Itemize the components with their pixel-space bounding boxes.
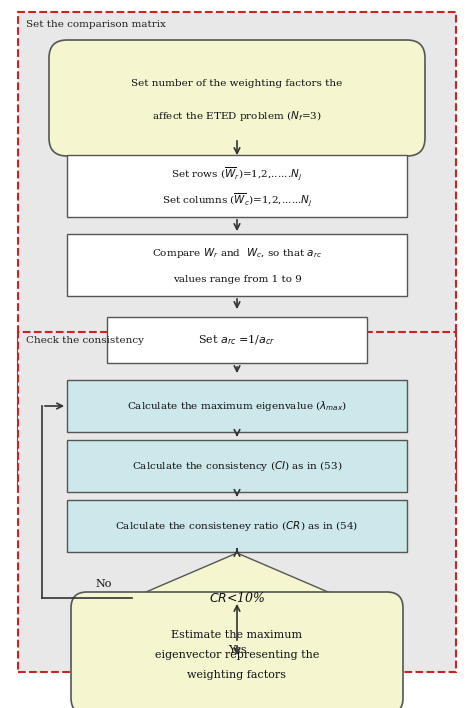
FancyBboxPatch shape [49, 40, 425, 156]
Text: Set rows ($\overline{W}_r$)=1,2,......$N_j$: Set rows ($\overline{W}_r$)=1,2,......$N… [172, 166, 302, 183]
FancyBboxPatch shape [18, 332, 456, 672]
Polygon shape [132, 553, 342, 643]
FancyBboxPatch shape [71, 592, 403, 708]
Text: affect the ETED problem ($N_f$=3): affect the ETED problem ($N_f$=3) [152, 109, 322, 123]
Text: Set $a_{rc}$ =1/$a_{cr}$: Set $a_{rc}$ =1/$a_{cr}$ [199, 333, 275, 347]
Text: Calculate the consisteney ratio ($CR$) as in (54): Calculate the consisteney ratio ($CR$) a… [116, 519, 358, 533]
Bar [107, 317, 367, 363]
Bar [67, 380, 407, 432]
Text: Set number of the weighting factors the: Set number of the weighting factors the [131, 79, 343, 88]
Text: Calculate the maximum eigenvalue ($\lambda_{max}$): Calculate the maximum eigenvalue ($\lamb… [127, 399, 347, 413]
Text: eigenvector representing the: eigenvector representing the [155, 650, 319, 660]
Text: values range from 1 to 9: values range from 1 to 9 [173, 275, 301, 283]
Text: Yes: Yes [228, 645, 246, 655]
Text: $CR$<10%: $CR$<10% [209, 591, 265, 605]
FancyBboxPatch shape [18, 12, 456, 490]
Text: Calculate the consistency ($CI$) as in (53): Calculate the consistency ($CI$) as in (… [132, 459, 342, 473]
Bar [67, 440, 407, 492]
Text: Compare $W_r$ and  $W_c$, so that $a_{rc}$: Compare $W_r$ and $W_c$, so that $a_{rc}… [152, 246, 322, 260]
Text: Set the comparison matrix: Set the comparison matrix [26, 20, 166, 29]
Text: No: No [96, 579, 112, 589]
Bar [67, 155, 407, 217]
Bar [67, 500, 407, 552]
Text: weighting factors: weighting factors [188, 670, 286, 680]
Text: Check the consistency: Check the consistency [26, 336, 144, 345]
Text: Set columns ($\overline{W}_c$)=1,2,......$N_j$: Set columns ($\overline{W}_c$)=1,2,.....… [162, 191, 312, 208]
Text: Estimate the maximum: Estimate the maximum [172, 630, 302, 640]
Bar [67, 234, 407, 296]
